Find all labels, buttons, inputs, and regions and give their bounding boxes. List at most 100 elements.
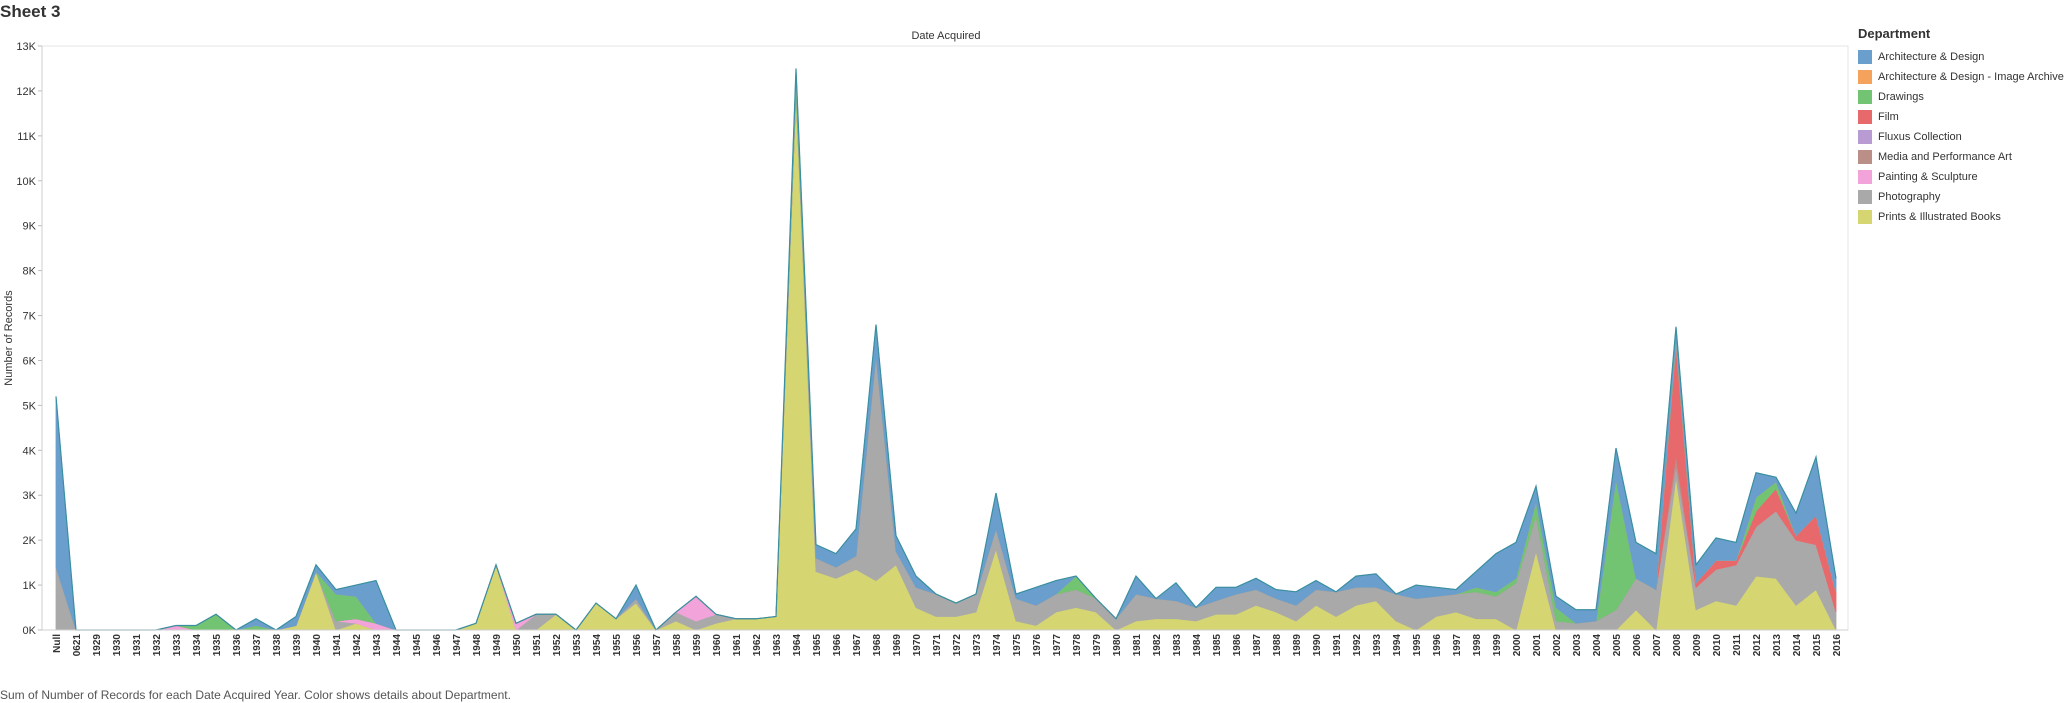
legend-item[interactable]: Fluxus Collection [1858, 127, 2070, 147]
x-tick-label: 1997 [1452, 634, 1463, 657]
legend-label: Drawings [1878, 91, 1924, 103]
x-tick-label: 1957 [652, 634, 663, 657]
x-tick-label: 1971 [932, 634, 943, 657]
x-tick-label: 2007 [1652, 634, 1663, 657]
x-tick-label: 1987 [1252, 634, 1263, 657]
x-tick-label: 1935 [212, 634, 223, 657]
y-axis-ticks: 0K 1K 2K 3K 4K 5K 6K 7K 8K 9K 10K 11K 12K 13K [16, 41, 42, 637]
area-architecture-design [55, 68, 1837, 631]
legend-swatch [1858, 50, 1872, 64]
x-tick-label: 1966 [832, 634, 843, 657]
legend-title: Department [1858, 26, 1931, 41]
x-tick-label: 1929 [92, 634, 103, 657]
legend-item[interactable]: Film [1858, 107, 2070, 127]
legend-swatch [1858, 90, 1872, 104]
x-tick-label: 2015 [1812, 634, 1823, 657]
legend-item[interactable]: Architecture & Design [1858, 47, 2070, 67]
x-tick-label: 1990 [1312, 634, 1323, 657]
x-tick-label: 2012 [1752, 634, 1763, 657]
x-tick-label: 1986 [1232, 634, 1243, 657]
x-tick-label: 1988 [1272, 634, 1283, 657]
x-axis-ticks: Null 0621 1929 1930 1931 1932 1933 1934 1935 1936… [52, 634, 1843, 657]
x-tick-label: 1934 [192, 634, 203, 657]
y-tick-label: 3K [23, 490, 37, 502]
x-tick-label: 1989 [1292, 634, 1303, 657]
x-tick-label: 2001 [1532, 634, 1543, 657]
x-tick-label: 1976 [1032, 634, 1043, 657]
x-tick-label: 2013 [1772, 634, 1783, 657]
x-tick-label: 2011 [1732, 634, 1743, 656]
legend-label: Media and Performance Art [1878, 151, 2012, 163]
legend-label: Prints & Illustrated Books [1878, 211, 2001, 223]
x-tick-label: 1959 [692, 634, 703, 657]
legend-item[interactable]: Media and Performance Art [1858, 147, 2070, 167]
legend-items: Architecture & Design Architecture & Desi… [1858, 47, 2070, 227]
legend-item[interactable]: Architecture & Design - Image Archive [1858, 67, 2070, 87]
x-tick-label: 1968 [872, 634, 883, 657]
chart-caption: Sum of Number of Records for each Date A… [0, 688, 511, 702]
x-tick-label: 1991 [1332, 634, 1343, 657]
y-axis-label: Number of Records [3, 290, 15, 386]
x-tick-label: 2003 [1572, 634, 1583, 657]
stacked-area-chart: Date Acquired 0K 1K 2K 3K 4K 5K 6K 7K 8K 9K 10K 11K… [3, 30, 1849, 657]
x-tick-label: 1975 [1012, 634, 1023, 657]
x-tick-label: 1965 [812, 634, 823, 657]
plot-area-frame [41, 45, 1849, 631]
x-tick-label: 1995 [1412, 634, 1423, 657]
x-tick-label: 1950 [512, 634, 523, 657]
x-tick-label: 1938 [272, 634, 283, 657]
x-tick-label: 1945 [412, 634, 423, 657]
x-tick-label: 2010 [1712, 634, 1723, 657]
area-fluxus-collection [55, 90, 1837, 631]
x-tick-label: 1940 [312, 634, 323, 657]
x-tick-label: 1998 [1472, 634, 1483, 657]
x-tick-label: 2008 [1672, 634, 1683, 657]
x-tick-label: 1973 [972, 634, 983, 657]
x-tick-label: 1964 [792, 634, 803, 657]
legend-label: Fluxus Collection [1878, 131, 1962, 143]
y-tick-label: 12K [16, 86, 36, 98]
legend-item[interactable]: Drawings [1858, 87, 2070, 107]
x-tick-label: 1979 [1092, 634, 1103, 657]
x-tick-label: 1939 [292, 634, 303, 657]
x-tick-label: 1947 [452, 634, 463, 657]
y-tick-label: 7K [23, 311, 37, 323]
legend-label: Architecture & Design - Image Archive [1878, 71, 2064, 83]
x-tick-label: 1963 [772, 634, 783, 657]
legend-item[interactable]: Prints & Illustrated Books [1858, 207, 2070, 227]
y-tick-label: 11K [17, 131, 36, 143]
x-tick-label: 1932 [152, 634, 163, 657]
x-tick-label: 1952 [552, 634, 563, 657]
x-tick-label: 1946 [432, 634, 443, 657]
x-tick-label: Null [52, 634, 63, 653]
x-tick-label: 1994 [1392, 634, 1403, 657]
x-tick-label: 1982 [1152, 634, 1163, 657]
x-tick-label: 1962 [752, 634, 763, 657]
x-tick-label: 1931 [132, 634, 143, 657]
x-tick-label: 1942 [352, 634, 363, 657]
sheet-title: Sheet 3 [0, 2, 61, 21]
legend-swatch [1858, 130, 1872, 144]
x-tick-label: 1970 [912, 634, 923, 657]
legend-item[interactable]: Painting & Sculpture [1858, 167, 2070, 187]
x-tick-label: 1978 [1072, 634, 1083, 657]
area-architecture-design-image-archive [55, 77, 1837, 631]
legend-item[interactable]: Photography [1858, 187, 2070, 207]
legend-label: Film [1878, 111, 1899, 123]
x-tick-label: 2004 [1592, 634, 1603, 657]
x-tick-label: 1993 [1372, 634, 1383, 657]
x-tick-label: 1930 [112, 634, 123, 657]
legend-swatch [1858, 210, 1872, 224]
x-tick-label: 1983 [1172, 634, 1183, 657]
x-tick-label: 1937 [252, 634, 263, 657]
x-tick-label: 0621 [72, 634, 83, 657]
legend-label: Photography [1878, 191, 1941, 203]
x-tick-label: 1969 [892, 634, 903, 657]
y-tick-label: 13K [16, 41, 36, 53]
x-tick-label: 1967 [852, 634, 863, 657]
area-drawings [55, 77, 1837, 631]
x-tick-label: 1974 [992, 634, 1003, 657]
x-tick-label: 1980 [1112, 634, 1123, 657]
x-tick-label: 2006 [1632, 634, 1643, 657]
x-tick-label: 2002 [1552, 634, 1563, 657]
